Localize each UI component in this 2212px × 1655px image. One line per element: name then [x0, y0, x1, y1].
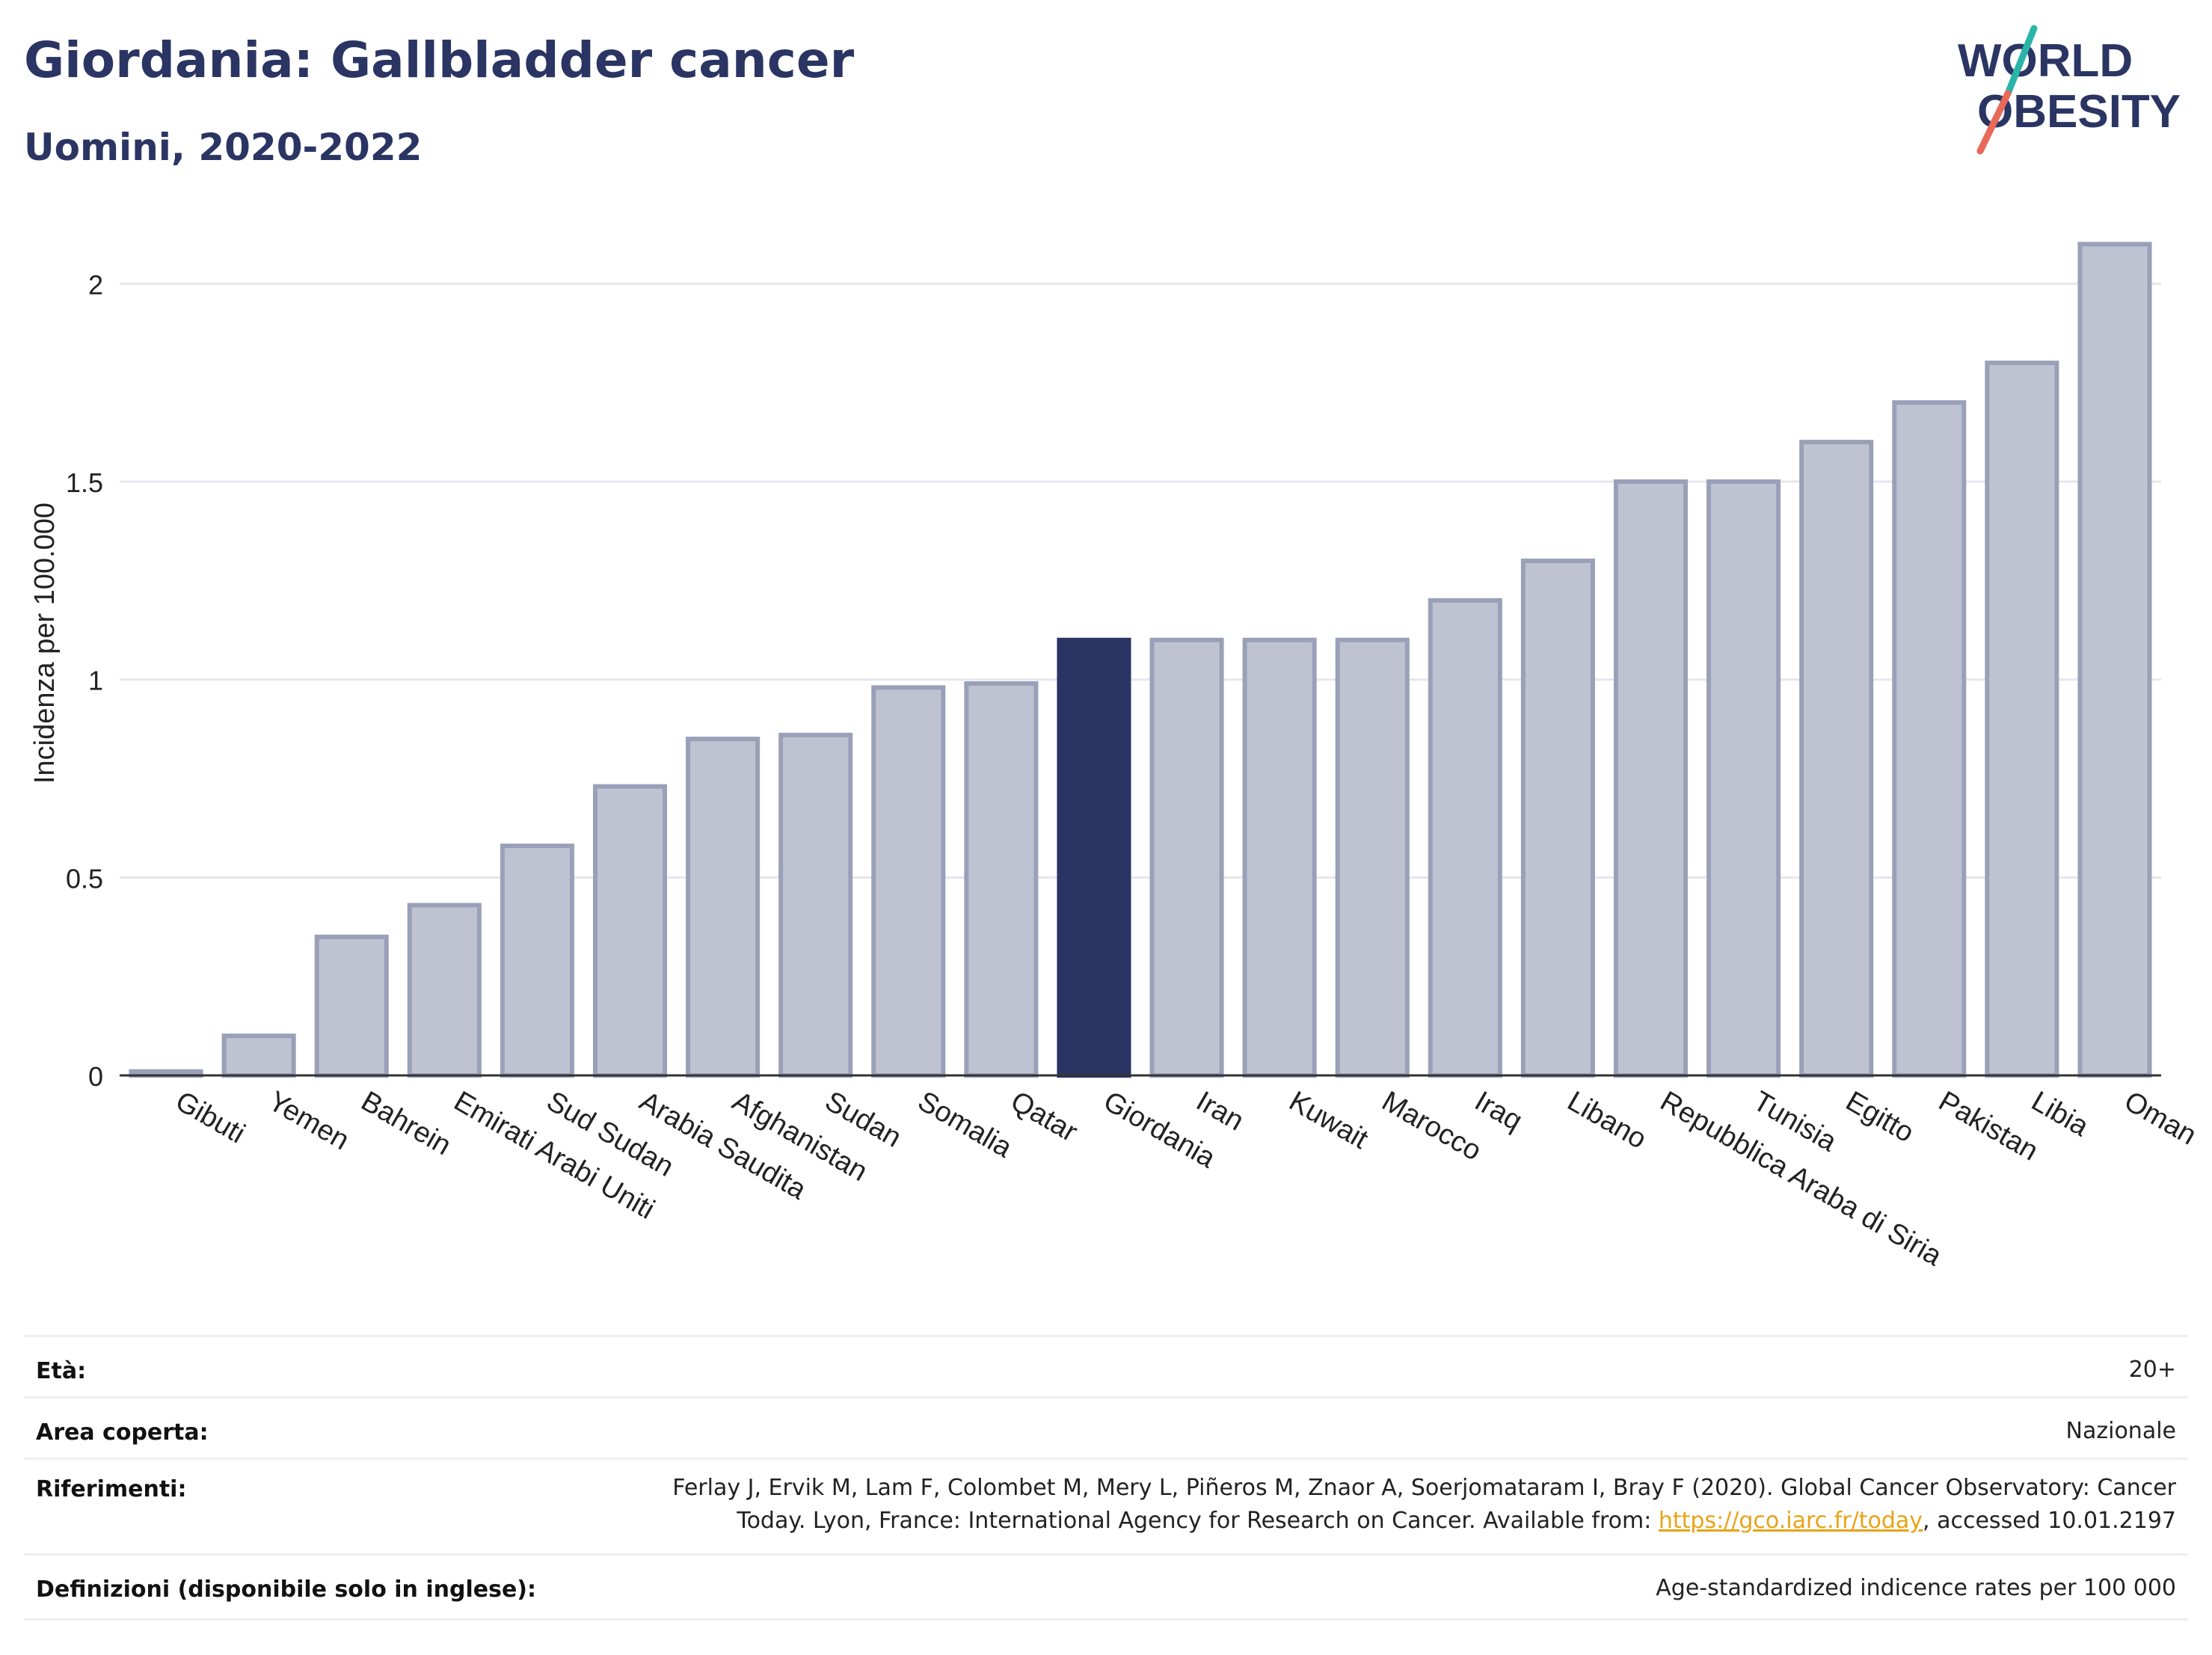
definizioni-label: Definizioni (disponibile solo in inglese…	[36, 1576, 536, 1603]
info-row-area: Area coperta: Nazionale	[24, 1396, 2188, 1458]
bar	[871, 685, 946, 1078]
logo-word-world: WORLD	[1958, 35, 2133, 87]
y-tick-label: 1	[88, 666, 103, 696]
riferimenti-text: Today. Lyon, France: International Agenc…	[737, 1508, 1659, 1534]
gco-link[interactable]: https://gco.iarc.fr/today	[1658, 1508, 1923, 1534]
bar	[1799, 440, 1874, 1078]
y-axis-label: Incidenza per 100.000	[29, 503, 61, 784]
bar	[1335, 637, 1410, 1078]
y-tick-label: 1.5	[66, 467, 103, 498]
eta-value: 20+	[2128, 1357, 2176, 1383]
bar	[221, 1034, 296, 1078]
x-tick-label: Marocco	[1377, 1085, 1487, 1167]
y-tick-label: 0.5	[66, 863, 103, 894]
x-tick-label: Somalia	[912, 1085, 1018, 1164]
x-tick-label: Gibuti	[170, 1085, 251, 1149]
info-table: Età: 20+ Area coperta: Nazionale Riferim…	[24, 1335, 2188, 1627]
bar	[592, 784, 668, 1078]
bar	[1428, 598, 1502, 1078]
riferimenti-line-2: Today. Lyon, France: International Agenc…	[672, 1505, 2176, 1538]
x-tick-label: Kuwait	[1284, 1085, 1374, 1155]
bar	[1892, 400, 1967, 1078]
definizioni-value: Age-standardized indicence rates per 100…	[1656, 1575, 2176, 1601]
area-value: Nazionale	[2065, 1418, 2176, 1444]
x-tick-label: Iran	[1191, 1085, 1250, 1137]
eta-label: Età:	[36, 1358, 87, 1384]
area-label: Area coperta:	[36, 1419, 209, 1446]
x-tick-label: Oman	[2119, 1085, 2202, 1151]
logo-slash-bottom	[1976, 90, 2012, 155]
accessed-date: , accessed 10.01.2197	[1923, 1508, 2176, 1534]
info-row-riferimenti: Riferimenti: Ferlay J, Ervik M, Lam F, C…	[24, 1458, 2188, 1554]
bar	[500, 844, 574, 1078]
x-tick-label: Pakistan	[1933, 1085, 2043, 1167]
riferimenti-line-1: Ferlay J, Ervik M, Lam F, Colombet M, Me…	[672, 1475, 2176, 1501]
y-tick-label: 2	[88, 269, 103, 300]
bar	[1520, 558, 1595, 1078]
x-tick-label: Yemen	[263, 1085, 354, 1156]
bar	[686, 737, 761, 1078]
bar	[1242, 637, 1317, 1078]
world-obesity-logo: WORLD OBESITY	[1958, 25, 2181, 155]
x-tick-label: Egitto	[1840, 1085, 1919, 1149]
x-tick-label: Libano	[1562, 1085, 1652, 1155]
x-tick-label: Libia	[2026, 1085, 2094, 1143]
bar	[1613, 479, 1689, 1078]
info-row-definizioni: Definizioni (disponibile solo in inglese…	[24, 1553, 2188, 1621]
y-tick-label: 0	[88, 1061, 103, 1092]
bars	[129, 242, 2152, 1078]
riferimenti-label: Riferimenti:	[36, 1476, 187, 1502]
bar	[1057, 637, 1131, 1078]
riferimenti-value: Ferlay J, Ervik M, Lam F, Colombet M, Me…	[672, 1472, 2176, 1538]
logo-slash-top	[2004, 25, 2038, 97]
x-tick-label: Iraq	[1469, 1085, 1528, 1137]
x-tick-label: Bahrein	[356, 1085, 456, 1161]
chart-subtitle: Uomini, 2020-2022	[24, 126, 423, 169]
bar	[1985, 360, 2059, 1078]
bar	[1706, 479, 1781, 1078]
info-row-eta: Età: 20+	[24, 1335, 2188, 1397]
bar	[1149, 637, 1224, 1078]
chart-title: Giordania: Gallbladder cancer	[24, 31, 855, 89]
bar	[314, 934, 389, 1078]
bar	[2077, 242, 2152, 1078]
bar	[964, 681, 1039, 1078]
bar	[407, 903, 482, 1078]
bar	[778, 732, 853, 1078]
x-tick-label: Qatar	[1005, 1085, 1083, 1148]
logo-word-obesity: OBESITY	[1977, 86, 2181, 138]
